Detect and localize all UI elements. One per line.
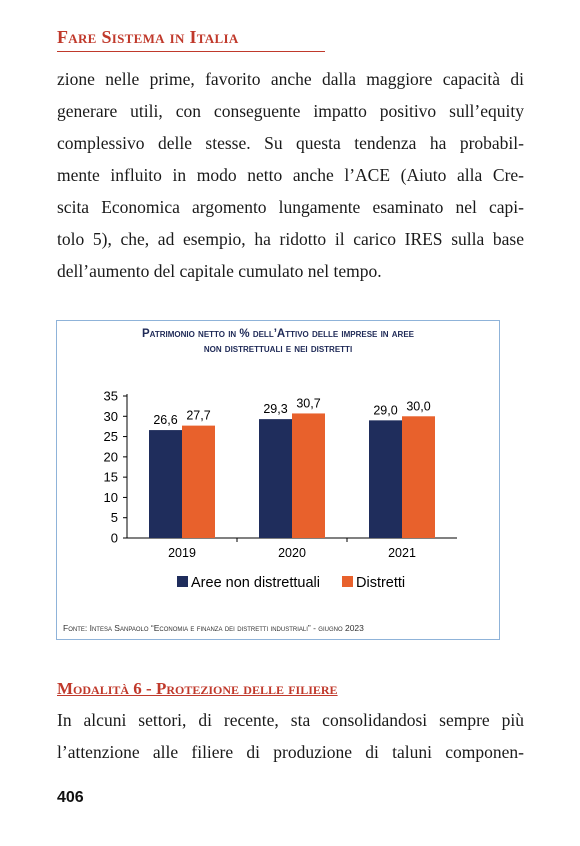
page-number: 406 — [57, 789, 84, 806]
bar-value-label: 30,0 — [406, 399, 430, 413]
text-line: mente influito in modo netto anche l’ACE… — [57, 165, 524, 185]
x-tick-label: 2019 — [168, 546, 196, 560]
chart-title-line: Patrimonio netto in % dell’Attivo delle … — [142, 328, 414, 340]
y-tick-label: 10 — [104, 490, 118, 505]
bar — [402, 416, 435, 538]
running-header: Fare Sistema in Italia — [57, 27, 239, 47]
text-line: tolo 5), che, ad esempio, ha ridotto il … — [57, 229, 524, 249]
bar-chart: 0 5 10 15 20 25 30 35 26,6 27,7 2019 29,3 30,7 2020 29… — [104, 389, 457, 591]
bar — [259, 419, 292, 538]
bar — [182, 425, 215, 538]
chart-title: Patrimonio netto in % dell’Attivo delle … — [57, 327, 499, 357]
bar — [292, 413, 325, 538]
bar-value-label: 27,7 — [186, 409, 210, 423]
text-line: generare utili, con conseguente impatto … — [57, 101, 524, 121]
x-tick-label: 2021 — [388, 546, 416, 560]
y-tick-label: 0 — [111, 531, 118, 546]
y-tick-label: 25 — [104, 429, 118, 444]
y-tick-label: 30 — [104, 409, 118, 424]
legend-swatch — [342, 576, 353, 587]
y-tick-label: 15 — [104, 470, 118, 485]
text-line: zione nelle prime, favorito anche dalla … — [57, 69, 524, 89]
chart-figure: Patrimonio netto in % dell’Attivo delle … — [56, 320, 500, 640]
text-line: complessivo delle stesse. Su questa tend… — [57, 133, 524, 153]
bar — [369, 420, 402, 538]
bar — [149, 430, 182, 538]
figure-source: Fonte: Intesa Sanpaolo “Economia e finan… — [63, 623, 364, 633]
text-line: l’attenzione alle filiere di produzione … — [57, 742, 524, 762]
legend-label: Distretti — [356, 575, 405, 591]
y-tick-label: 5 — [111, 510, 118, 525]
body-paragraph: In alcuni settori, di recente, sta conso… — [57, 704, 524, 768]
legend-swatch — [177, 576, 188, 587]
bar-value-label: 26,6 — [153, 413, 177, 427]
text-line: dell’aumento del capitale cumulato nel t… — [57, 261, 382, 281]
bar-value-label: 30,7 — [296, 396, 320, 410]
bar-value-label: 29,3 — [263, 402, 287, 416]
legend-label: Aree non distrettuali — [191, 575, 320, 591]
text-line: scita Economica argomento lungamente esa… — [57, 197, 524, 217]
section-heading: Modalità 6 - Protezione delle filiere — [57, 679, 338, 698]
x-tick-label: 2020 — [278, 546, 306, 560]
text-line: In alcuni settori, di recente, sta conso… — [57, 710, 524, 730]
body-paragraph: zione nelle prime, favorito anche dalla … — [57, 63, 524, 287]
y-tick-label: 35 — [104, 389, 118, 404]
header-rule — [57, 51, 325, 52]
chart-title-line: non distrettuali e nei distretti — [203, 343, 353, 355]
y-tick-label: 20 — [104, 449, 118, 464]
bar-value-label: 29,0 — [373, 403, 397, 417]
